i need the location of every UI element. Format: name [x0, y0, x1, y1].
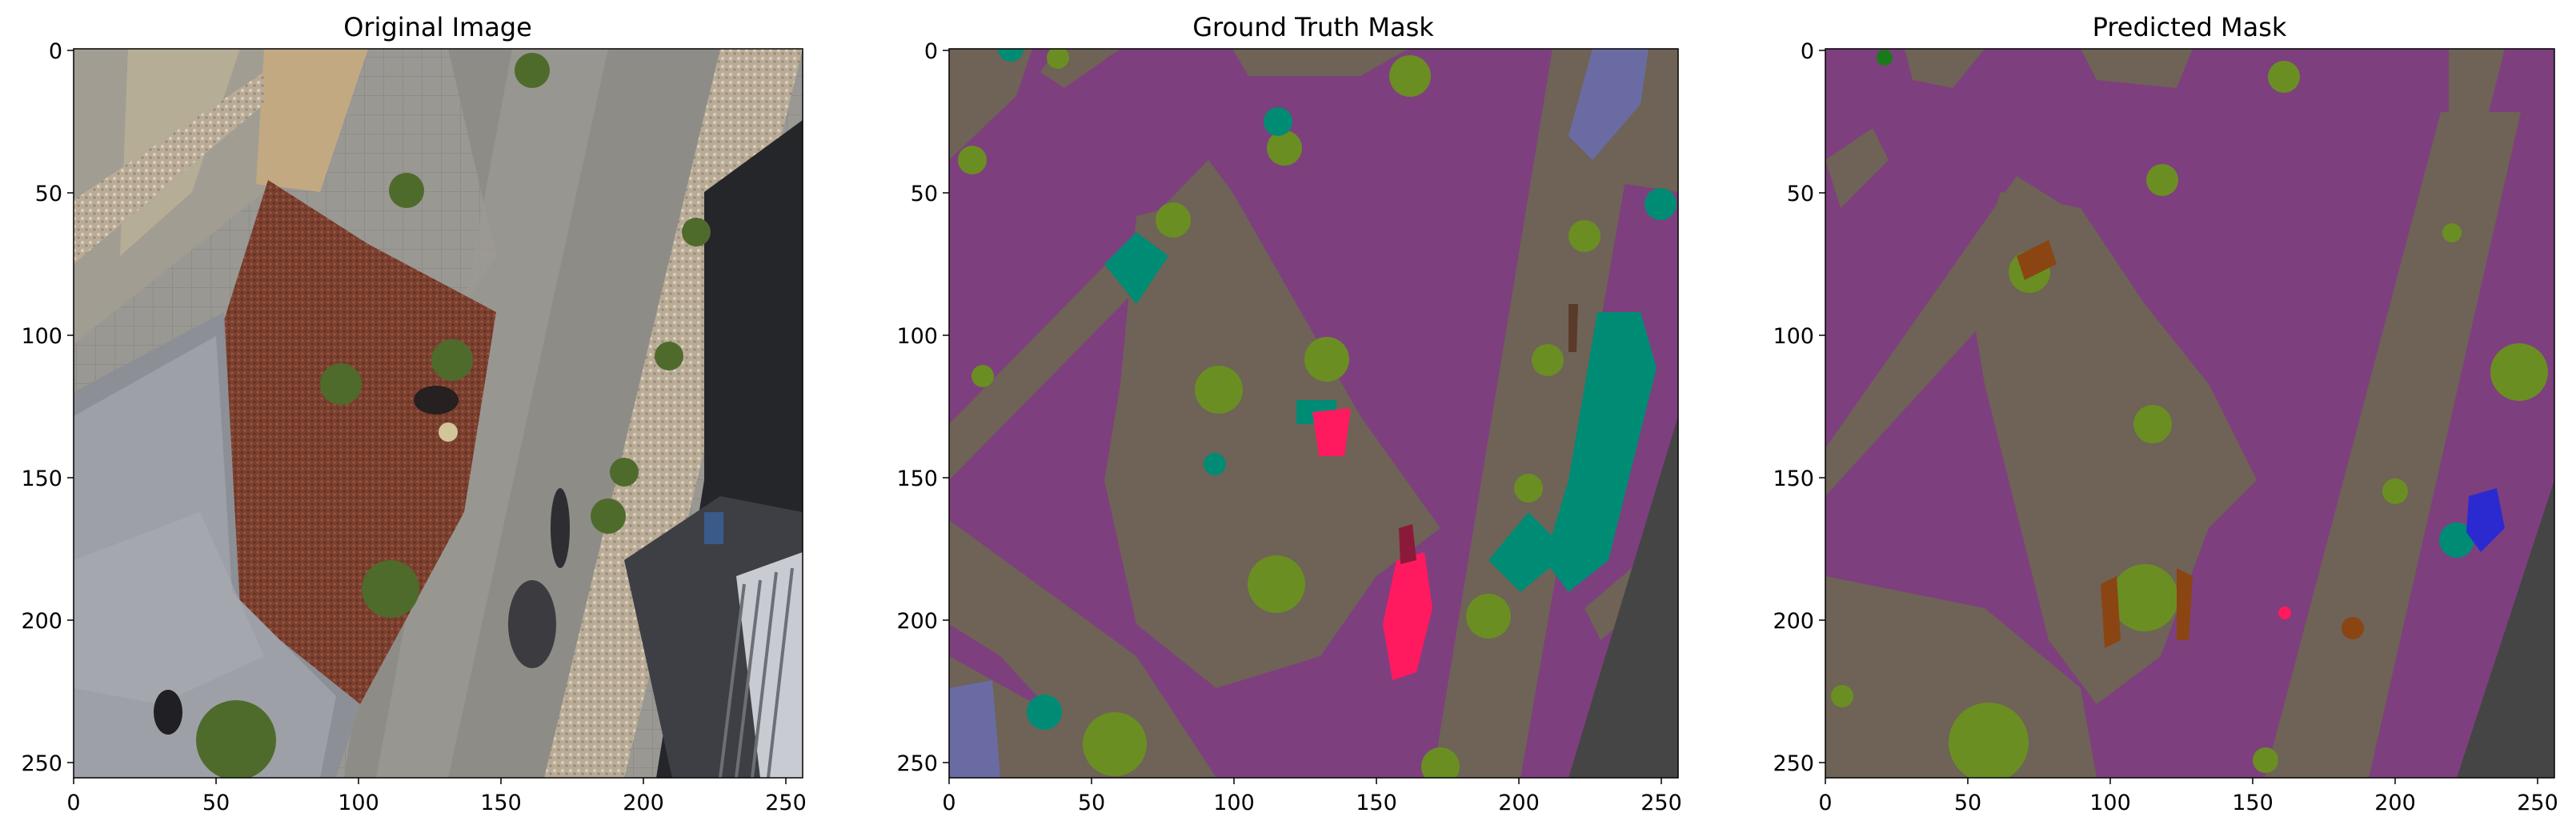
y-tick-label: 100 [21, 324, 62, 349]
x-tick-label: 0 [1818, 791, 1832, 815]
plot-frame [73, 48, 803, 779]
x-ticks [73, 778, 787, 784]
y-tick-label: 0 [1801, 39, 1814, 64]
y-tick-label: 200 [21, 609, 62, 634]
y-tick-label: 250 [21, 751, 62, 776]
x-tick-label: 0 [66, 791, 80, 815]
y-ticks [67, 50, 74, 763]
y-tick-label: 250 [1773, 751, 1814, 776]
x-tick-label: 200 [1498, 791, 1540, 815]
x-tick-label: 150 [480, 791, 522, 815]
y-tick-label: 0 [924, 39, 938, 64]
x-tick-label: 150 [1356, 791, 1397, 815]
x-tick-label: 250 [1641, 791, 1682, 815]
y-tick-label: 100 [896, 324, 938, 349]
x-tick-label: 50 [1954, 791, 1981, 815]
panel-ground-truth: Ground Truth Mask [896, 12, 1681, 815]
segmentation-mask [949, 49, 1678, 778]
x-tick-label: 100 [338, 791, 379, 815]
y-tick-label: 200 [1773, 609, 1814, 634]
x-tick-label: 150 [2232, 791, 2274, 815]
x-tick-label: 50 [202, 791, 230, 815]
y-tick-label: 100 [1773, 324, 1814, 349]
y-ticks [943, 50, 949, 763]
panel-title: Ground Truth Mask [1192, 12, 1434, 42]
aerial-photo [74, 49, 803, 778]
segmentation-mask [1825, 49, 2554, 778]
x-tick-label: 200 [623, 791, 664, 815]
plot-frame [948, 48, 1679, 779]
x-tick-label: 100 [2089, 791, 2131, 815]
panel-predicted: Predicted Mask [1773, 12, 2558, 815]
x-tick-label: 0 [942, 791, 955, 815]
y-tick-label: 0 [49, 39, 62, 64]
x-tick-label: 100 [1213, 791, 1255, 815]
x-tick-label: 200 [2374, 791, 2416, 815]
x-tick-label: 50 [1078, 791, 1105, 815]
x-ticks [948, 778, 1662, 784]
x-tick-label: 250 [765, 791, 807, 815]
y-tick-label: 150 [896, 467, 938, 491]
panel-original: Original Image [21, 12, 806, 815]
y-ticks [1819, 50, 1825, 763]
y-tick-label: 50 [35, 182, 62, 206]
y-tick-label: 150 [21, 467, 62, 491]
panel-title: Predicted Mask [2093, 12, 2287, 42]
y-tick-label: 250 [896, 751, 938, 776]
x-ticks [1825, 778, 2538, 784]
y-tick-label: 50 [1787, 182, 1814, 206]
panel-title: Original Image [343, 12, 532, 42]
y-tick-label: 50 [911, 182, 938, 206]
y-tick-label: 200 [896, 609, 938, 634]
y-tick-label: 150 [1773, 467, 1814, 491]
x-tick-label: 250 [2517, 791, 2558, 815]
plot-frame [1825, 48, 2555, 779]
